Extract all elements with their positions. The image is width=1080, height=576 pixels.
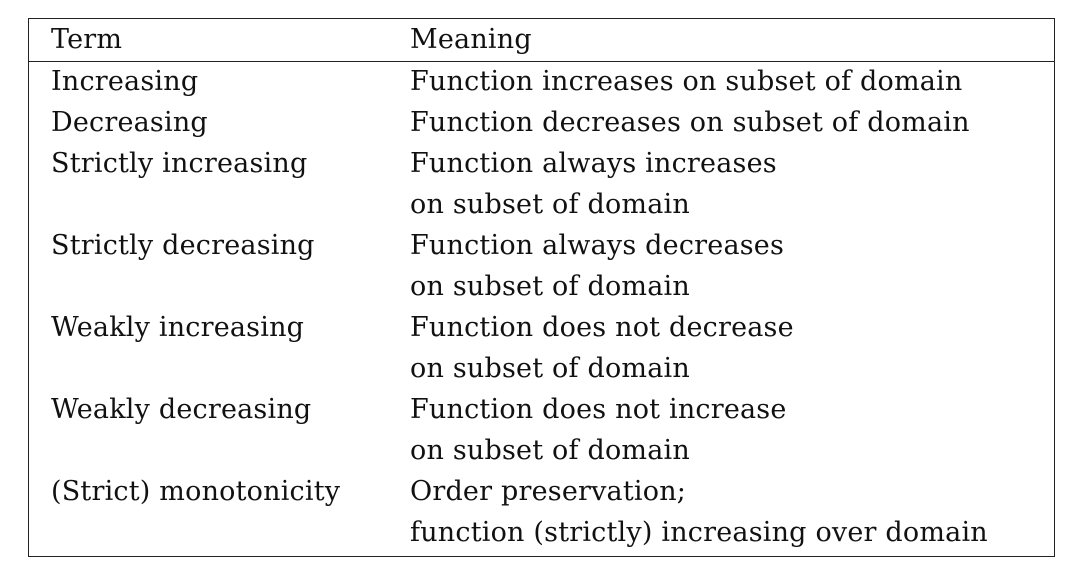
row-term: Decreasing xyxy=(51,107,208,138)
row-meaning-line: Order preservation; xyxy=(410,476,687,507)
row-meaning-line: Function always increases xyxy=(410,148,777,179)
row-term: (Strict) monotonicity xyxy=(51,476,341,507)
row-term: Weakly increasing xyxy=(51,312,305,343)
row-meaning-line: Function decreases on subset of domain xyxy=(410,107,970,138)
header-meaning: Meaning xyxy=(410,24,532,55)
row-term: Strictly increasing xyxy=(51,148,308,179)
row-meaning-line: Function does not decrease xyxy=(410,312,794,343)
row-term: Weakly decreasing xyxy=(51,394,312,425)
header-divider xyxy=(29,61,1054,62)
row-meaning-line: Function does not increase xyxy=(410,394,787,425)
row-meaning-line: on subset of domain xyxy=(410,189,690,220)
row-meaning-line: on subset of domain xyxy=(410,271,690,302)
row-meaning-line: Function increases on subset of domain xyxy=(410,66,963,97)
row-meaning-line: Function always decreases xyxy=(410,230,785,261)
row-term: Increasing xyxy=(51,66,199,97)
row-meaning-line: on subset of domain xyxy=(410,435,690,466)
definitions-table: Term Meaning Increasing Function increas… xyxy=(28,18,1055,557)
row-meaning-line: function (strictly) increasing over doma… xyxy=(410,517,988,548)
row-term: Strictly decreasing xyxy=(51,230,315,261)
row-meaning-line: on subset of domain xyxy=(410,353,690,384)
header-term: Term xyxy=(51,24,123,55)
